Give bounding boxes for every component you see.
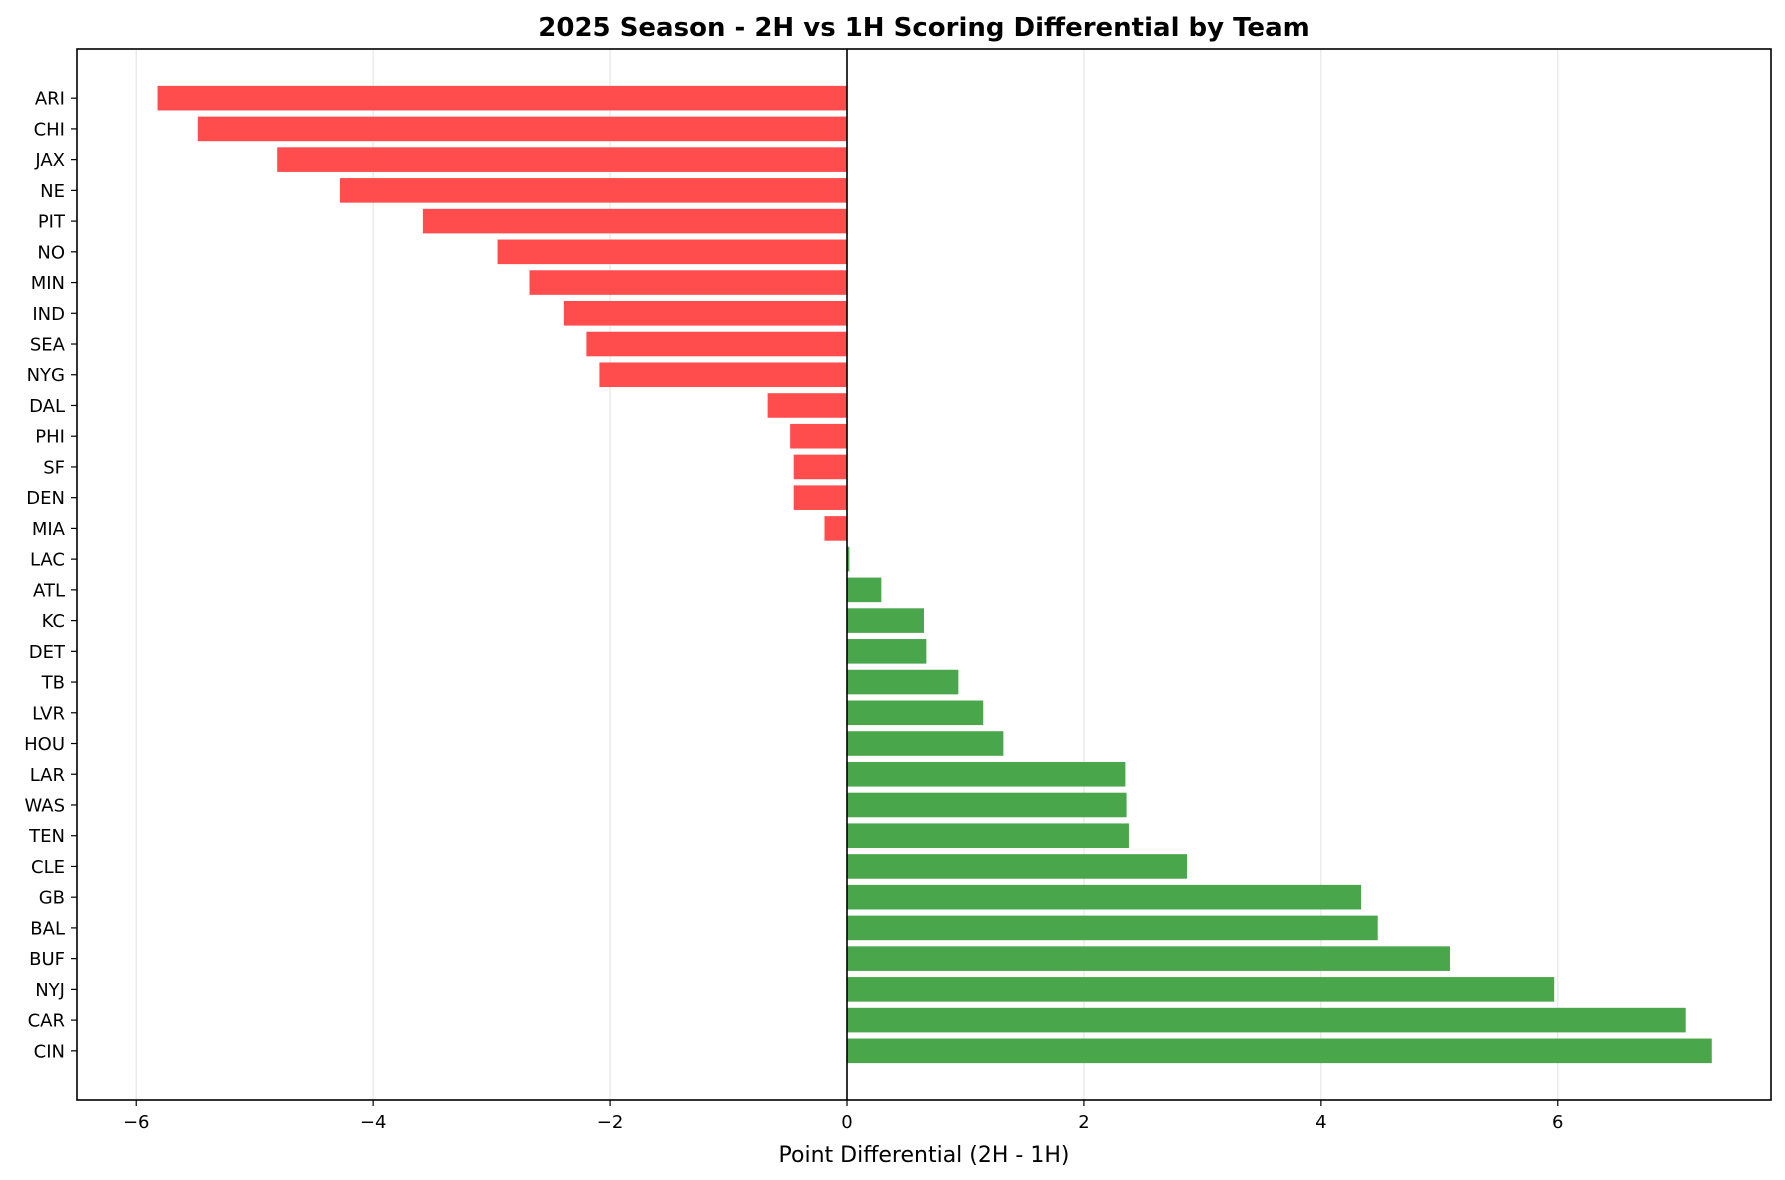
bar-atl bbox=[847, 577, 882, 603]
x-tick-label: −4 bbox=[360, 1112, 387, 1133]
bar-jax bbox=[277, 147, 847, 172]
y-tick-label: CAR bbox=[28, 1011, 65, 1032]
x-tick-label: 6 bbox=[1552, 1112, 1563, 1133]
y-tick-label: LAC bbox=[30, 550, 65, 571]
y-tick-label: JAX bbox=[34, 150, 65, 171]
bar-ari bbox=[157, 85, 848, 111]
y-axis: ARI CHI JAX NE PIT NO MIN IND SEA NYG DAL PHI SF DEN M… bbox=[24, 89, 77, 1062]
y-tick-label: CIN bbox=[34, 1041, 65, 1062]
bar-cin bbox=[847, 1038, 1712, 1064]
bar-sea bbox=[586, 331, 847, 357]
x-axis-label: Point Differential (2H - 1H) bbox=[779, 1143, 1070, 1168]
y-tick-label: ARI bbox=[35, 89, 65, 110]
bar-kc bbox=[847, 608, 924, 633]
plot-frame bbox=[76, 48, 1772, 1101]
bar-ten bbox=[847, 823, 1129, 849]
y-tick-label: IND bbox=[32, 304, 65, 325]
y-tick-label: GB bbox=[39, 888, 65, 909]
y-tick-label: ATL bbox=[33, 580, 65, 601]
bar-no bbox=[497, 239, 847, 265]
y-tick-label: PHI bbox=[35, 427, 65, 448]
bar-pit bbox=[422, 208, 847, 234]
x-tick-label: 2 bbox=[1078, 1112, 1089, 1133]
y-tick-label: KC bbox=[42, 611, 65, 632]
bar-gb bbox=[847, 884, 1362, 910]
y-tick-label: NYG bbox=[27, 365, 65, 386]
x-tick-label: −6 bbox=[123, 1112, 150, 1133]
bars bbox=[157, 85, 1712, 1064]
x-tick-label: 4 bbox=[1315, 1112, 1326, 1133]
y-tick-label: NYJ bbox=[35, 980, 65, 1001]
bar-chi bbox=[197, 116, 848, 142]
y-tick-label: CLE bbox=[31, 857, 65, 878]
bar-nyj bbox=[847, 977, 1555, 1002]
y-tick-label: LAR bbox=[30, 765, 65, 786]
bar-cle bbox=[847, 854, 1187, 879]
bar-was bbox=[847, 792, 1127, 818]
x-tick-label: 0 bbox=[841, 1112, 852, 1133]
y-tick-label: TB bbox=[41, 673, 65, 694]
y-tick-label: NE bbox=[40, 181, 65, 202]
bar-car bbox=[847, 1007, 1686, 1033]
bar-dal bbox=[767, 393, 847, 418]
y-tick-label: PIT bbox=[38, 212, 66, 233]
bar-lvr bbox=[847, 700, 984, 726]
y-tick-label: MIN bbox=[31, 273, 65, 294]
bar-ne bbox=[339, 178, 847, 203]
y-tick-label: LVR bbox=[32, 703, 65, 724]
bar-den bbox=[793, 485, 847, 510]
bar-lac bbox=[847, 546, 850, 572]
x-tick-label: −2 bbox=[597, 1112, 624, 1133]
y-tick-label: MIA bbox=[32, 519, 66, 540]
bar-tb bbox=[847, 669, 959, 695]
bar-hou bbox=[847, 731, 1004, 756]
y-tick-label: DAL bbox=[29, 396, 65, 417]
x-axis: −6 −4 −2 0 2 4 6 bbox=[123, 1100, 1563, 1133]
y-tick-label: CHI bbox=[34, 119, 65, 140]
bar-phi bbox=[790, 423, 847, 449]
bar-ind bbox=[563, 300, 847, 326]
y-tick-label: HOU bbox=[24, 734, 65, 755]
y-tick-label: SF bbox=[43, 457, 65, 478]
y-tick-label: SEA bbox=[30, 335, 66, 356]
y-tick-label: NO bbox=[37, 242, 65, 263]
y-tick-label: WAS bbox=[24, 795, 65, 816]
bar-bal bbox=[847, 915, 1378, 941]
bar-det bbox=[847, 639, 927, 664]
bar-buf bbox=[847, 946, 1450, 971]
bar-sf bbox=[793, 454, 847, 480]
y-tick-label: BUF bbox=[29, 949, 65, 970]
y-tick-label: DET bbox=[29, 642, 66, 663]
y-tick-label: TEN bbox=[28, 826, 65, 847]
bar-min bbox=[529, 270, 847, 295]
chart-title: 2025 Season - 2H vs 1H Scoring Different… bbox=[538, 13, 1309, 43]
bar-lar bbox=[847, 761, 1126, 787]
y-tick-label: BAL bbox=[30, 918, 65, 939]
bar-mia bbox=[824, 516, 847, 541]
y-tick-label: DEN bbox=[26, 488, 65, 509]
bar-nyg bbox=[599, 362, 847, 388]
